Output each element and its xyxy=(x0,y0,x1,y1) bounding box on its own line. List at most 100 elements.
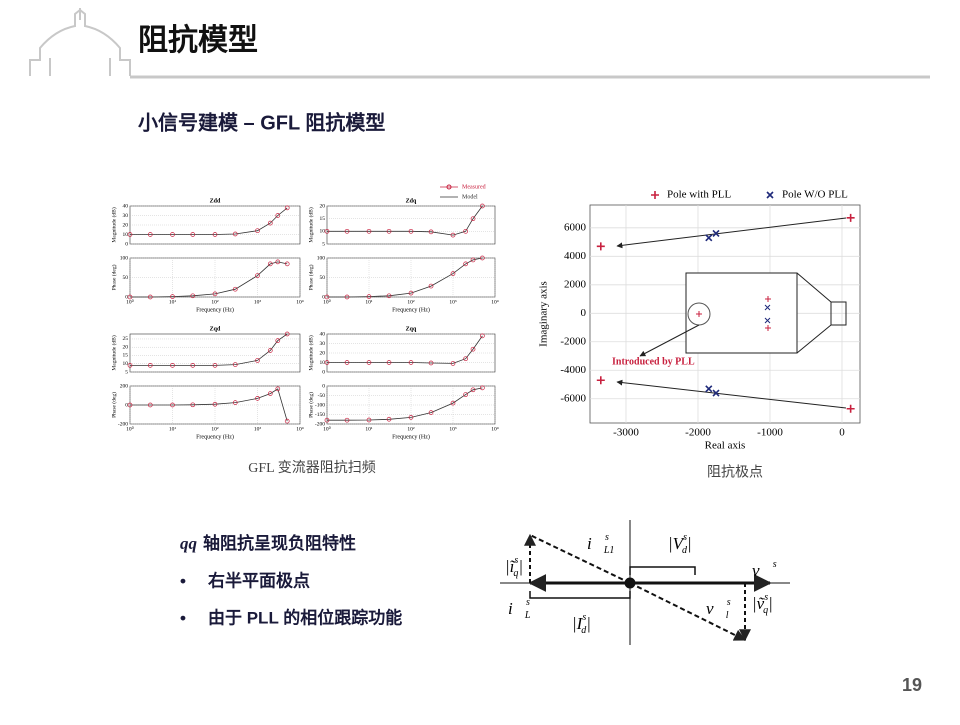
y-axis-label: Phase (deg) xyxy=(110,392,117,418)
measured-point xyxy=(190,402,196,408)
y-axis-label: Magnitude (dB) xyxy=(307,335,314,370)
measured-point xyxy=(255,273,260,278)
legend-marker xyxy=(766,191,774,199)
y-axis-label: Phase (deg) xyxy=(307,392,314,418)
label-sub: d xyxy=(682,545,688,556)
measured-point xyxy=(190,232,196,237)
measured-point xyxy=(470,257,476,263)
bullet-heading: qq 轴阻抗呈现负阻特性 xyxy=(180,533,356,553)
y-tick-label: 0 xyxy=(322,383,325,389)
measured-point xyxy=(386,360,392,365)
measured-point xyxy=(212,363,218,368)
y-tick-label: 0 xyxy=(322,369,325,375)
y-axis-label: Magnitude (dB) xyxy=(110,207,117,242)
y-tick-label: -6000 xyxy=(560,392,586,404)
figure-caption: GFL 变流器阻抗扫频 xyxy=(248,460,375,476)
y-tick-label: 15 xyxy=(320,216,326,222)
measured-point xyxy=(470,387,476,393)
model-line xyxy=(130,388,288,422)
label-main: |ĩ xyxy=(505,557,517,576)
y-tick-label: -2000 xyxy=(560,335,586,347)
y-axis-label: Magnitude (dB) xyxy=(110,335,117,370)
bullet-dot: • xyxy=(180,608,186,627)
measured-point xyxy=(324,417,330,423)
zoom-pole xyxy=(765,296,771,331)
label-sup: s xyxy=(526,597,530,608)
measured-point xyxy=(428,410,434,415)
variable: qq xyxy=(180,534,198,553)
model-line xyxy=(130,207,288,235)
y-tick-label: 0 xyxy=(322,294,325,300)
measured-point xyxy=(408,415,414,420)
x-tick-label: -3000 xyxy=(613,427,639,439)
plot-area xyxy=(129,333,301,373)
subtitle: 小信号建模 – GFL 阻抗模型 xyxy=(138,110,385,134)
y-tick-label: -100 xyxy=(315,402,325,408)
y-tick-label: 2000 xyxy=(564,278,587,290)
y-tick-label: 40 xyxy=(320,331,326,337)
y-tick-label: 10 xyxy=(320,229,326,235)
measured-point xyxy=(127,402,133,408)
phasor-label: |Vs d| xyxy=(668,532,692,556)
x-axis-label: Frequency (Hz) xyxy=(196,306,234,313)
measured-point xyxy=(428,229,434,235)
y-tick-label: -50 xyxy=(318,393,326,399)
zoom-box xyxy=(685,272,798,354)
slide-title: 阻抗模型 xyxy=(138,23,258,57)
measured-point xyxy=(450,361,456,366)
pole-marker xyxy=(712,389,720,397)
pole-marker xyxy=(596,376,605,385)
phasor-label: v⃗s xyxy=(752,559,777,580)
legend-marker xyxy=(446,184,452,190)
model-line xyxy=(327,387,483,421)
label-main: |ṽ xyxy=(752,594,765,613)
x-tick-label: 10² xyxy=(407,299,415,305)
arrow xyxy=(616,379,847,409)
label-sub: d xyxy=(581,625,587,636)
label-sub: q xyxy=(763,605,768,616)
panel-title: Zqd xyxy=(210,326,221,332)
label-sub: L1 xyxy=(603,545,615,556)
x-axis-label: Frequency (Hz) xyxy=(196,433,234,440)
arrow xyxy=(616,217,847,249)
y-tick-label: -200 xyxy=(315,421,325,427)
measured-point xyxy=(386,228,392,234)
y-tick-label: 10 xyxy=(123,361,129,367)
x-axis-label: Frequency (Hz) xyxy=(392,433,430,440)
panel-title: Zqq xyxy=(406,326,417,332)
zoom-pole xyxy=(696,311,702,317)
legend-label: Pole with PLL xyxy=(667,189,731,201)
measured-point xyxy=(127,294,133,300)
measured-point xyxy=(255,396,260,401)
model-line xyxy=(327,205,483,236)
pole-marker xyxy=(705,385,713,393)
label-end: | xyxy=(687,534,692,553)
bullets: qq 轴阻抗呈现负阻特性 • 右半平面极点 • 由于 PLL 的相位跟踪功能 xyxy=(180,533,402,627)
legend-label: Model xyxy=(462,194,478,200)
y-tick-label: -200 xyxy=(118,421,128,427)
x-tick-label: 10³ xyxy=(449,299,457,305)
x-axis-label: Frequency (Hz) xyxy=(392,306,430,313)
phasor-label: i⃗s L xyxy=(508,597,531,621)
legend-label: Pole W/O PLL xyxy=(782,189,848,201)
label-end: | xyxy=(586,614,591,633)
measured-point xyxy=(232,231,238,237)
model-line xyxy=(327,257,483,298)
label-main: i⃗ xyxy=(587,534,605,553)
measured-point xyxy=(480,255,485,261)
x-tick-label: 10⁴ xyxy=(491,426,499,432)
measured-point xyxy=(463,261,468,267)
phasor-label: i⃗s L1 xyxy=(587,532,614,556)
heading-text: 轴阻抗呈现负阻特性 xyxy=(203,533,356,553)
x-tick-label: 10⁰ xyxy=(126,298,135,305)
x-tick-label: 10¹ xyxy=(365,299,373,305)
measured-point xyxy=(344,417,350,423)
y-tick-label: 0 xyxy=(581,307,587,319)
measured-point xyxy=(450,232,456,238)
bullet-item: 右半平面极点 xyxy=(208,570,310,590)
x-tick-label: 10⁰ xyxy=(126,425,135,432)
y-tick-label: 20 xyxy=(320,203,326,209)
phasor-label: |ĩs q| xyxy=(505,555,523,579)
